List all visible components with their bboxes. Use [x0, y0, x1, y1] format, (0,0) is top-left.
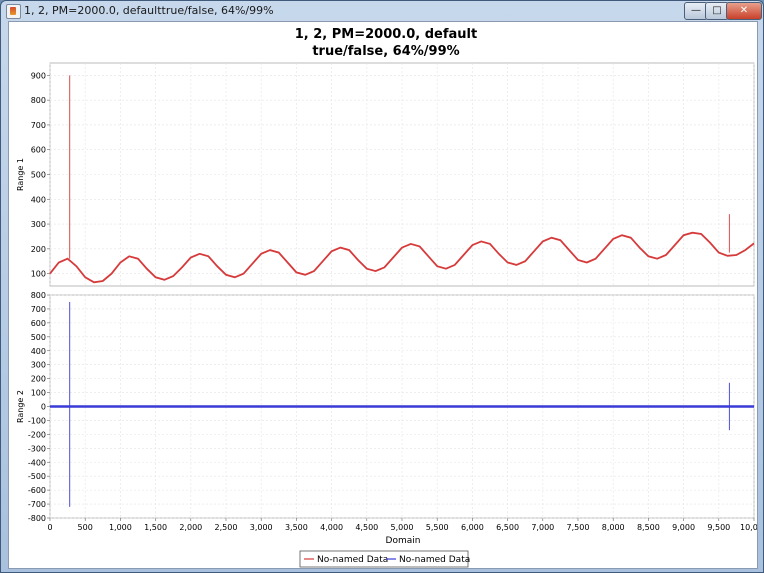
y-tick-label: -200 — [28, 430, 46, 439]
plots-group: 100 200 300 400 500 600 700 800 900 Range 1 0 500 1,… — [16, 62, 764, 532]
series-line-1 — [49, 231, 755, 284]
y-tick-label: -400 — [28, 458, 46, 467]
x-tick-label: 10,000 — [740, 523, 757, 532]
x-tick-label: 4,000 — [320, 523, 343, 532]
y-tick-label: 500 — [31, 171, 46, 180]
y-tick-label: -800 — [28, 514, 46, 523]
x-tick-label: 9,500 — [707, 523, 730, 532]
y-tick-label: 800 — [31, 291, 46, 300]
y-tick-label: -700 — [28, 500, 46, 509]
x-tick-label: 0 — [47, 523, 52, 532]
chart-panel: 1, 2, PM=2000.0, default true/false, 64%… — [8, 21, 764, 569]
x-tick-label: 3,500 — [285, 523, 308, 532]
y-tick-label: -500 — [28, 472, 46, 481]
title-bar[interactable]: 1, 2, PM=2000.0, defaulttrue/false, 64%/… — [1, 1, 763, 20]
x-tick-label: 7,000 — [531, 523, 554, 532]
y-tick-label: 400 — [31, 195, 46, 204]
y-tick-label: -600 — [28, 486, 46, 495]
y-tick-label: 400 — [31, 347, 46, 356]
x-tick-label: 1,000 — [109, 523, 132, 532]
x-tick-label: 4,500 — [355, 523, 378, 532]
chart-title-line-1: 1, 2, PM=2000.0, default — [295, 27, 477, 42]
y-tick-label: 0 — [41, 403, 46, 412]
y-tick-label: 500 — [31, 333, 46, 342]
y-tick-label: 200 — [31, 375, 46, 384]
y-tick-label: 100 — [31, 270, 46, 279]
x-tick-label: 5,000 — [391, 523, 414, 532]
y-tick-label: 700 — [31, 305, 46, 314]
y-axis-label-2: Range 2 — [16, 390, 25, 423]
y-tick-label: 800 — [31, 96, 46, 105]
x-tick-label: 5,500 — [426, 523, 449, 532]
x-tick-label: 2,500 — [215, 523, 238, 532]
y-tick-label: 300 — [31, 361, 46, 370]
y-tick-label: 300 — [31, 220, 46, 229]
y-tick-label: 600 — [31, 319, 46, 328]
x-axis-label: Domain — [386, 536, 421, 546]
y-tick-label: 200 — [31, 245, 46, 254]
x-tick-label: 3,000 — [250, 523, 273, 532]
legend-label-2: No-named Data — [399, 555, 470, 565]
x-tick-label: 2,000 — [179, 523, 202, 532]
x-tick-label: 9,000 — [672, 523, 695, 532]
legend: No-named Data No-named Data — [299, 550, 470, 568]
y-tick-label: 900 — [31, 71, 46, 80]
close-button[interactable]: ✕ — [726, 2, 762, 20]
chart-title-line-2: true/false, 64%/99% — [312, 44, 459, 59]
x-tick-label: 500 — [78, 523, 93, 532]
x-tick-label: 6,500 — [496, 523, 519, 532]
window-title: 1, 2, PM=2000.0, defaulttrue/false, 64%/… — [24, 4, 274, 17]
chart-svg: 1, 2, PM=2000.0, default true/false, 64%… — [16, 27, 764, 568]
legend-box — [299, 550, 469, 568]
y-tick-label: -300 — [28, 444, 46, 453]
x-tick-label: 8,500 — [637, 523, 660, 532]
y-tick-label: -100 — [28, 416, 46, 425]
legend-label-1: No-named Data — [317, 555, 388, 565]
y-tick-label: 700 — [31, 121, 46, 130]
x-tick-label: 8,000 — [602, 523, 625, 532]
x-tick-label: 7,500 — [567, 523, 590, 532]
y-tick-label: 600 — [31, 146, 46, 155]
java-app-icon — [6, 4, 21, 19]
x-tick-label: 1,500 — [144, 523, 167, 532]
y-axis-label-1: Range 1 — [16, 158, 25, 191]
x-tick-label: 6,000 — [461, 523, 484, 532]
y-tick-label: 100 — [31, 389, 46, 398]
